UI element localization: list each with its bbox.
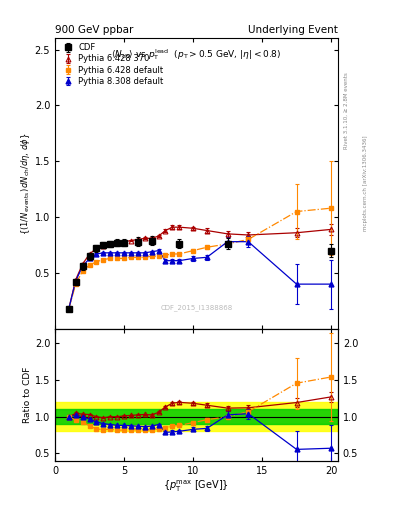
Text: 900 GeV ppbar: 900 GeV ppbar [55,25,133,35]
Text: $\langle N_{\rm ch}\rangle$ vs $p_{\rm T}^{\rm lead}$  ($p_{\rm T}>0.5$ GeV, $|\: $\langle N_{\rm ch}\rangle$ vs $p_{\rm T… [111,47,282,62]
Text: Underlying Event: Underlying Event [248,25,338,35]
Y-axis label: Ratio to CDF: Ratio to CDF [23,367,32,423]
Text: CDF_2015_I1388868: CDF_2015_I1388868 [160,305,233,311]
Text: Rivet 3.1.10, ≥ 2.8M events: Rivet 3.1.10, ≥ 2.8M events [343,73,349,150]
Text: mcplots.cern.ch [arXiv:1306.3436]: mcplots.cern.ch [arXiv:1306.3436] [364,136,369,231]
Bar [55,402,338,432]
Legend: CDF, Pythia 6.428 370, Pythia 6.428 default, Pythia 8.308 default: CDF, Pythia 6.428 370, Pythia 6.428 defa… [57,40,167,89]
Y-axis label: $\{(1/N_{\rm events})\,dN_{\rm ch}/d\eta,\,d\phi\}$: $\{(1/N_{\rm events})\,dN_{\rm ch}/d\eta… [19,132,32,235]
Bar [55,410,338,424]
X-axis label: $\{p_{\rm T}^{\rm max}$ [GeV]$\}$: $\{p_{\rm T}^{\rm max}$ [GeV]$\}$ [163,478,230,494]
